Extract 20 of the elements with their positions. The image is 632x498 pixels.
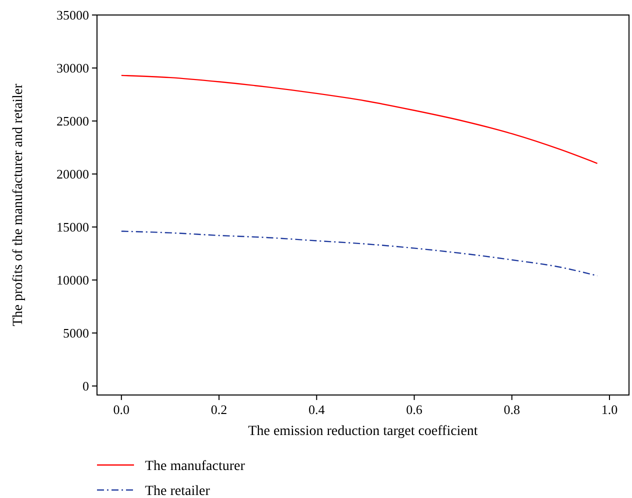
x-tick-label: 0.2 xyxy=(210,402,228,417)
x-tick-label: 0.0 xyxy=(113,402,130,417)
y-tick-label: 15000 xyxy=(56,220,89,235)
x-tick-label: 0.8 xyxy=(504,402,520,417)
y-axis-title: The profits of the manufacturer and retailer xyxy=(11,83,26,326)
y-tick-label: 5000 xyxy=(63,326,89,341)
x-tick-label: 0.4 xyxy=(308,402,326,417)
y-tick-label: 10000 xyxy=(56,272,89,288)
x-tick-label: 1.0 xyxy=(601,402,618,417)
x-axis-title: The emission reduction target coefficient xyxy=(248,424,478,439)
legend-label: The manufacturer xyxy=(145,458,246,474)
x-tick-label: 0.6 xyxy=(406,402,423,417)
y-tick-label: 35000 xyxy=(56,8,89,23)
y-tick-label: 30000 xyxy=(56,60,89,76)
y-tick-label: 25000 xyxy=(56,114,89,129)
line-series xyxy=(120,74,598,164)
y-tick-label: 0 xyxy=(82,378,89,394)
y-tick-label: 20000 xyxy=(56,166,89,182)
legend-label: The retailer xyxy=(145,484,210,498)
line-series xyxy=(120,230,598,276)
